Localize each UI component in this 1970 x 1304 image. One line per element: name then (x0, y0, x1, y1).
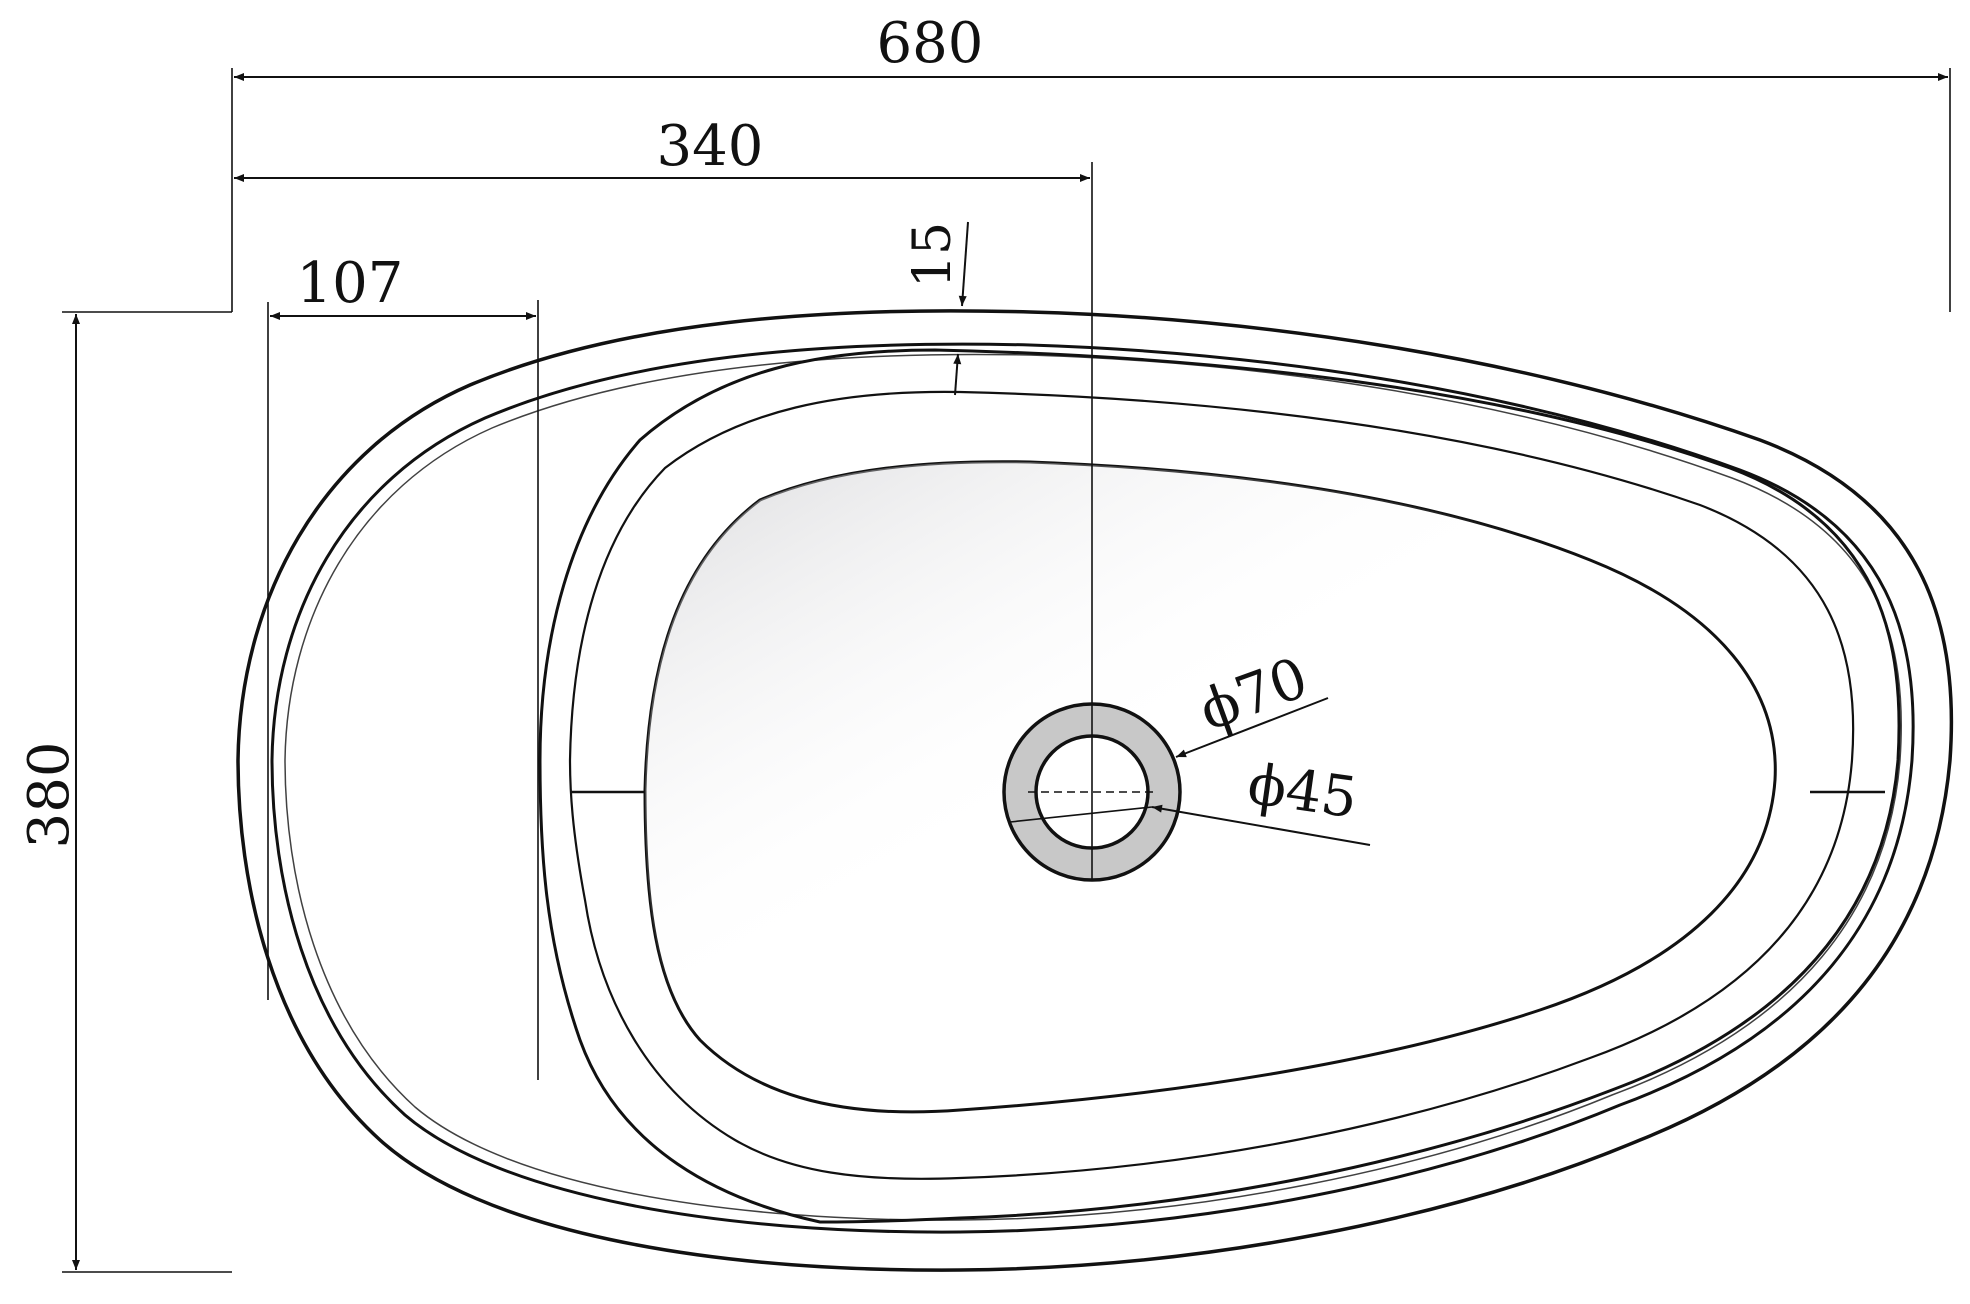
outer-rim (236, 309, 1954, 1272)
inner-drain-leader (1151, 804, 1371, 846)
label-half-width: 340 (657, 114, 764, 179)
dimension-lines (62, 68, 1951, 1273)
sink-body (236, 309, 1954, 1272)
dimension-labels: 680 340 107 380 15 ϕ70 ϕ45 (17, 11, 1361, 848)
rim-thickness-leader (958, 221, 969, 307)
outer-drain-leader (1175, 697, 1329, 758)
label-inner-drain-diameter: ϕ45 (1244, 752, 1361, 832)
label-overall-width: 680 (877, 11, 984, 76)
basin-wall (538, 348, 1901, 1224)
rim-inner-edge (270, 342, 1915, 1234)
label-overall-depth: 380 (17, 742, 82, 849)
label-rim-offset: 107 (297, 251, 404, 316)
label-rim-thickness: 15 (903, 222, 963, 288)
